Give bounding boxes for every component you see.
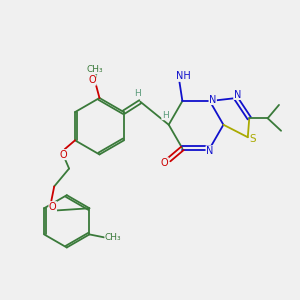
Text: H: H [134,89,141,98]
Text: H: H [162,111,169,120]
Text: O: O [161,158,168,168]
Text: O: O [59,150,67,160]
Text: O: O [88,75,96,85]
Text: NH: NH [176,71,190,81]
Text: O: O [49,202,56,212]
Text: N: N [234,89,241,100]
Text: N: N [206,146,213,156]
Text: N: N [209,94,216,105]
Text: CH₃: CH₃ [86,65,103,74]
Text: CH₃: CH₃ [105,233,122,242]
Text: S: S [250,134,256,144]
